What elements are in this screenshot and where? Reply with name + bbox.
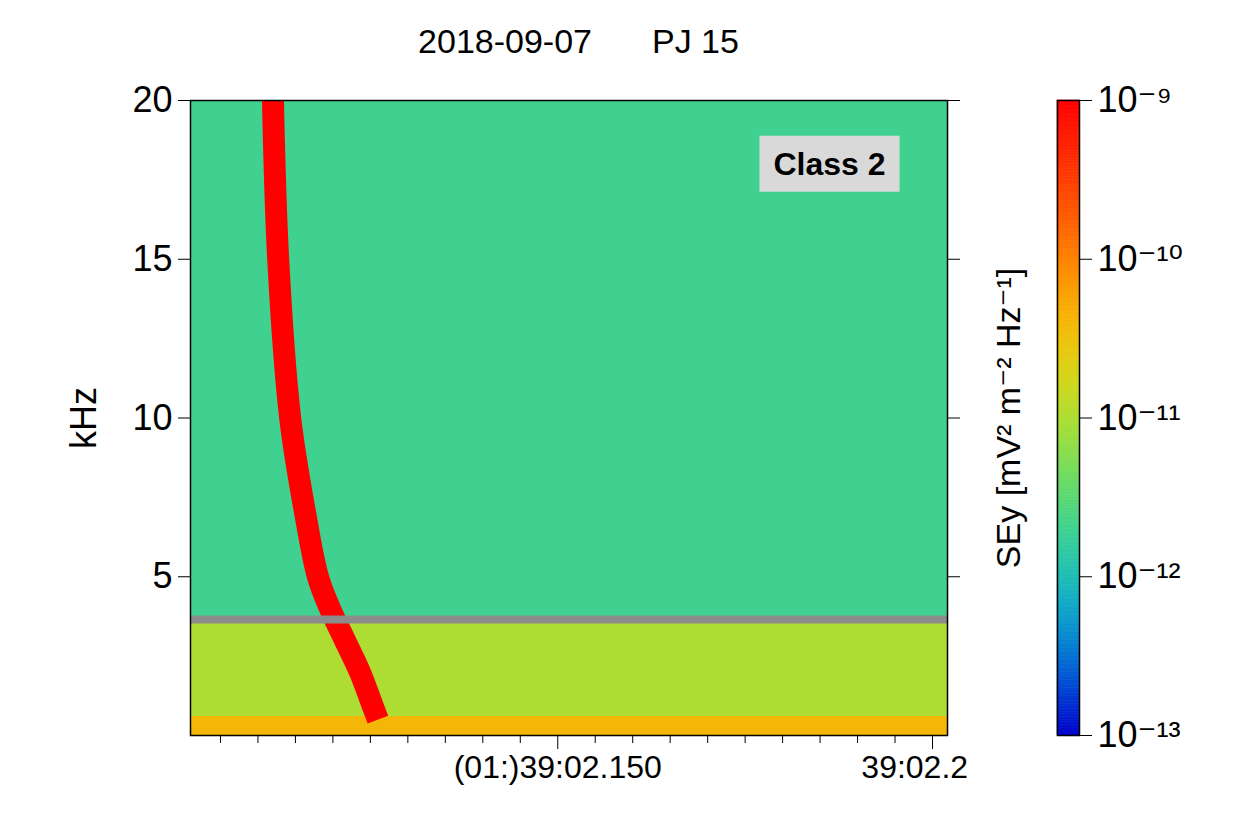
svg-text:10⁻¹²: 10⁻¹² xyxy=(1098,555,1181,596)
svg-text:(01:)39:02.150: (01:)39:02.150 xyxy=(454,749,662,785)
svg-text:15: 15 xyxy=(132,238,172,279)
svg-text:kHz: kHz xyxy=(63,387,104,449)
svg-text:5: 5 xyxy=(152,555,172,596)
svg-text:10⁻¹⁰: 10⁻¹⁰ xyxy=(1098,238,1183,279)
html-text:2018-09-07: 2018-09-07 xyxy=(418,22,592,60)
svg-text:10⁻⁹: 10⁻⁹ xyxy=(1098,79,1172,120)
svg-text:10⁻¹³: 10⁻¹³ xyxy=(1098,714,1181,755)
svg-text:10: 10 xyxy=(132,397,172,438)
svg-text:20: 20 xyxy=(132,79,172,120)
svg-text:Class 2: Class 2 xyxy=(773,146,885,182)
html-text:PJ 15: PJ 15 xyxy=(652,22,739,60)
svg-text:39:02.200: 39:02.200 xyxy=(861,749,1004,786)
svg-text:10⁻¹¹: 10⁻¹¹ xyxy=(1098,397,1181,438)
svg-text:SEy [mV² m⁻² Hz⁻¹]: SEy [mV² m⁻² Hz⁻¹] xyxy=(989,268,1027,568)
